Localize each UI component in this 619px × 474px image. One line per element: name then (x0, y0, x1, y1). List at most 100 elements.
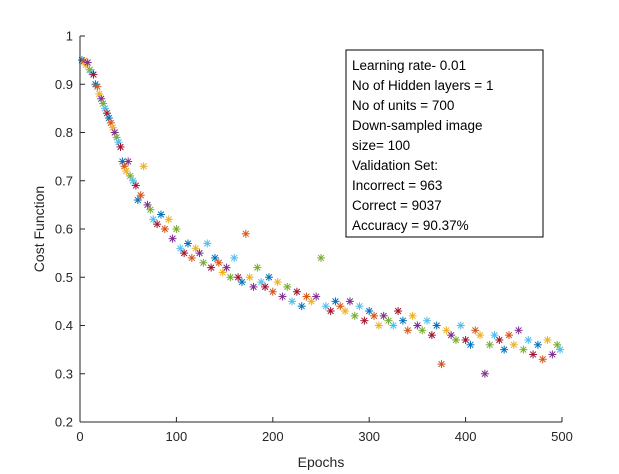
data-point (533, 340, 542, 349)
x-axis-ticks: 0 100 200 300 400 500 (76, 417, 573, 444)
data-point (394, 307, 403, 316)
data-point (172, 225, 181, 233)
data-point (524, 335, 533, 344)
data-point (156, 210, 165, 219)
data-point (249, 282, 258, 291)
x-tick-label: 200 (262, 429, 284, 444)
annotation-accuracy: Accuracy = 90.37% (352, 218, 469, 233)
y-tick-label: 0.6 (55, 222, 73, 237)
data-point (195, 249, 204, 258)
data-point (538, 355, 547, 364)
data-point (519, 345, 528, 354)
data-point (437, 360, 446, 369)
scatter-series (77, 56, 565, 378)
data-point (548, 350, 557, 359)
data-point (374, 321, 383, 330)
data-point (143, 200, 152, 209)
data-point (543, 335, 552, 344)
data-point (408, 311, 417, 320)
data-point (257, 278, 266, 287)
data-point (139, 162, 148, 171)
annotation-validation-set: Validation Set: (352, 158, 438, 173)
data-point (207, 263, 216, 272)
data-point (264, 273, 273, 282)
data-point (149, 215, 158, 224)
data-point (302, 292, 311, 301)
annotation-incorrect: Incorrect = 963 (352, 178, 442, 193)
data-point (451, 335, 460, 344)
y-tick-label: 0.8 (55, 125, 73, 140)
data-point (191, 244, 200, 253)
data-point (153, 220, 162, 229)
annotation-border (345, 49, 544, 238)
data-point (129, 176, 138, 185)
data-point (312, 292, 321, 301)
data-point (124, 157, 133, 166)
data-point (495, 335, 504, 344)
data-point (553, 340, 562, 349)
data-point (176, 244, 185, 253)
data-point (245, 273, 254, 282)
data-point (370, 311, 379, 320)
data-point (466, 340, 475, 349)
x-tick-label: 300 (358, 429, 380, 444)
data-point (307, 297, 316, 306)
data-point (180, 249, 189, 258)
data-point (500, 345, 509, 354)
y-axis-label: Cost Function (31, 186, 47, 272)
data-point (389, 321, 398, 330)
data-point (164, 215, 173, 224)
y-tick-label: 0.2 (55, 415, 73, 430)
data-point (278, 292, 287, 301)
data-point (297, 302, 306, 311)
y-tick-label: 0.3 (55, 366, 73, 381)
data-point (341, 307, 350, 316)
data-point (456, 321, 465, 330)
data-point (288, 297, 297, 306)
annotation-correct: Correct = 9037 (352, 198, 442, 213)
annotation-size: size= 100 (352, 138, 410, 153)
annotation-learning-rate: Learning rate- 0.01 (352, 58, 466, 73)
annotation-downsampled: Down-sampled image (352, 118, 483, 133)
data-point (133, 196, 142, 205)
annotation-box: Learning rate- 0.01 No of Hidden layers … (345, 49, 544, 238)
data-point (355, 302, 364, 311)
data-point (321, 302, 330, 311)
data-point (83, 58, 92, 67)
data-point (317, 253, 325, 262)
y-tick-label: 1 (66, 29, 73, 44)
data-point (93, 82, 102, 91)
data-point (345, 297, 354, 306)
data-point (529, 350, 538, 359)
data-point (116, 142, 125, 151)
data-point (403, 326, 412, 335)
data-point (230, 253, 239, 262)
x-tick-label: 0 (76, 429, 83, 444)
data-point (398, 316, 407, 325)
data-point (326, 307, 335, 316)
data-point (273, 278, 282, 287)
data-point (350, 311, 359, 320)
data-point (160, 225, 169, 233)
data-point (187, 253, 196, 262)
x-tick-label: 100 (166, 429, 188, 444)
data-point (427, 331, 436, 340)
data-point (126, 171, 135, 180)
data-point (485, 340, 494, 349)
data-point (122, 167, 131, 176)
data-point (253, 263, 262, 272)
data-point (199, 258, 208, 267)
data-point (423, 316, 432, 325)
data-point (136, 191, 145, 200)
data-point (241, 229, 250, 238)
data-point (360, 316, 369, 325)
data-point (292, 287, 301, 296)
data-point (365, 307, 374, 316)
data-point (237, 278, 246, 287)
annotation-units: No of units = 700 (352, 98, 454, 113)
data-point (131, 181, 140, 190)
data-point (418, 326, 427, 335)
y-tick-label: 0.7 (55, 173, 73, 188)
data-point (203, 239, 212, 248)
